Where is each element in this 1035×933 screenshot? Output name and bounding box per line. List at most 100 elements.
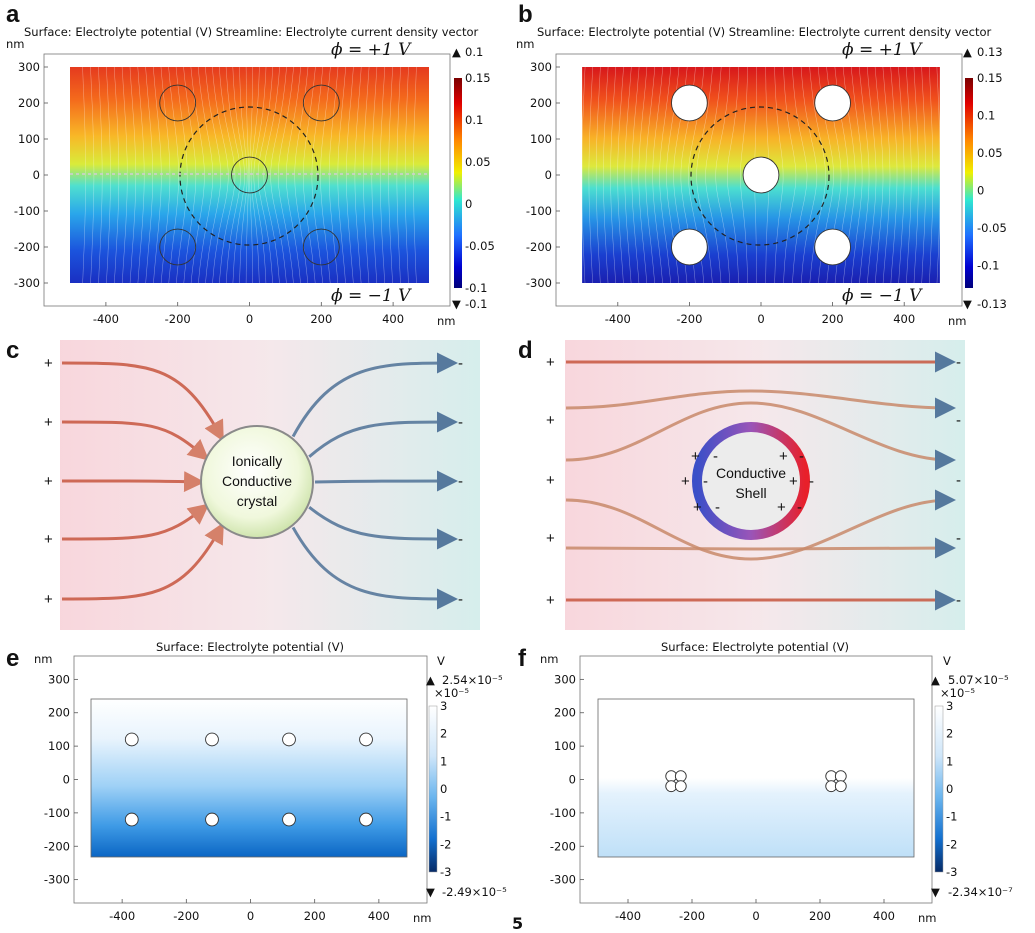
plus-sign: +	[44, 531, 53, 548]
current-line-in	[61, 522, 224, 601]
shell-minus-charge: -	[713, 448, 718, 465]
x-tick-label: 200	[809, 909, 831, 923]
streamline	[866, 66, 877, 284]
streamline	[774, 66, 784, 284]
potential-surface-f	[597, 698, 915, 858]
colorbar-tick-label: -2	[946, 837, 957, 851]
panel-a: a Surface: Electrolyte potential (V) Str…	[6, 1, 495, 328]
particle	[159, 228, 197, 266]
panel-f-title: Surface: Electrolyte potential (V)	[661, 640, 849, 654]
potential-surface-a	[70, 67, 429, 283]
x-tick-label: 400	[873, 909, 895, 923]
x-tick-label: 400	[893, 312, 915, 326]
streamline	[624, 66, 632, 284]
panel-label-b: b	[518, 1, 533, 28]
shell-plus-charge: +	[681, 473, 690, 490]
y-tick-label: 200	[530, 96, 552, 110]
minus-sign: -	[956, 354, 961, 371]
x-tick-label: -400	[615, 909, 641, 923]
particle	[302, 84, 340, 122]
streamline	[277, 66, 294, 284]
particle	[159, 84, 197, 122]
y-tick-label: 200	[18, 96, 40, 110]
streamline	[874, 66, 884, 284]
colorbar-tick-label: -1	[440, 810, 451, 824]
flow-lines-d	[565, 351, 956, 611]
streamline	[792, 66, 808, 284]
particle	[205, 812, 219, 827]
y-tick-label: 100	[554, 739, 576, 753]
panel-label-e: e	[6, 645, 19, 672]
streamline	[696, 66, 713, 284]
y-tick-label: 300	[530, 60, 552, 74]
plus-sign: +	[546, 354, 555, 371]
colorbar-tick-label: 0	[465, 197, 472, 211]
streamline	[645, 66, 656, 284]
streamline	[740, 66, 748, 284]
streamline	[175, 66, 188, 284]
streamline	[183, 66, 197, 284]
plus-sign: +	[44, 355, 53, 372]
shell-label-line2: Shell	[735, 485, 766, 501]
crystal-label-line2: Conductive	[222, 473, 292, 489]
min-value-f: -2.34×10⁻⁷	[948, 885, 1013, 899]
particle	[205, 732, 219, 747]
streamline	[652, 66, 664, 284]
current-line-in	[61, 471, 205, 493]
x-tick-label: 0	[752, 909, 759, 923]
cb-unit-e: V	[437, 654, 445, 668]
particle	[834, 780, 847, 793]
streamline	[253, 66, 267, 284]
shell-minus-charge: -	[809, 473, 814, 490]
ionically-conductive-crystal	[200, 425, 314, 539]
max-marker-e: ▲	[426, 673, 435, 687]
minus-sign: -	[956, 592, 961, 609]
x-tick-label: -200	[173, 909, 199, 923]
current-line-around	[565, 489, 956, 561]
max-marker-f: ▲	[931, 673, 940, 687]
streamline	[850, 66, 863, 284]
minus-sign: -	[458, 473, 463, 490]
shell-plus-charge: +	[779, 448, 788, 465]
streamline	[921, 66, 926, 284]
streamline	[603, 66, 609, 284]
streamline	[800, 66, 818, 284]
plus-sign: +	[44, 414, 53, 431]
min-value-b: -0.13	[977, 297, 1007, 311]
minus-sign: -	[956, 412, 961, 429]
panel-b-title: Surface: Electrolyte potential (V) Strea…	[537, 25, 991, 39]
colorbar-tick-label: -1	[946, 810, 957, 824]
streamline	[715, 66, 731, 284]
colorbar-a	[454, 78, 462, 288]
streamline	[145, 66, 153, 284]
cb-exponent-f: ×10⁻⁵	[940, 686, 975, 700]
y-tick-label: -100	[44, 806, 70, 820]
y-tick-label: -100	[526, 204, 552, 218]
minus-sign: -	[956, 530, 961, 547]
x-tick-label: 0	[246, 312, 253, 326]
colorbar-tick-label: 0.15	[977, 71, 1003, 85]
panel-d: d Conductive Shell + -+ -+ -+ -+ -+ - + -+ -+ -+ -…	[518, 337, 965, 630]
colorbar-tick-label: 3	[440, 699, 447, 713]
panel-b: b Surface: Electrolyte potential (V) Str…	[516, 1, 1007, 328]
y-tick-label: 200	[48, 706, 70, 720]
frame-a	[43, 53, 451, 307]
shell-plus-charge: +	[691, 448, 700, 465]
shell-minus-charge: -	[799, 448, 804, 465]
min-value-a: -0.1	[465, 297, 487, 311]
y-tick-label: -200	[44, 839, 70, 853]
max-marker-a: ▲	[452, 45, 461, 59]
plus-sign: +	[44, 591, 53, 608]
y-tick-label: -200	[526, 240, 552, 254]
y-unit-e: nm	[34, 652, 53, 666]
y-tick-label: 0	[33, 168, 40, 182]
panel-e: e Surface: Electrolyte potential (V) nm …	[6, 640, 507, 925]
y-tick-label: -300	[526, 276, 552, 290]
streamline	[595, 66, 601, 284]
streamline	[303, 66, 316, 284]
streamline	[249, 67, 253, 284]
colorbar-tick-label: -3	[946, 865, 957, 879]
current-line-out	[291, 526, 458, 610]
y-tick-label: -200	[14, 240, 40, 254]
minus-sign: -	[458, 591, 463, 608]
